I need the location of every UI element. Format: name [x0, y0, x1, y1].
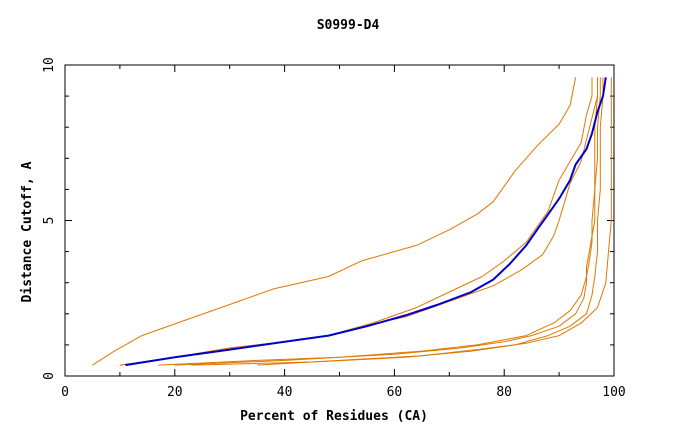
x-tick-label: 0	[61, 385, 69, 400]
x-tick-label: 40	[277, 385, 293, 400]
series-line-model-g	[257, 77, 612, 366]
x-axis-label: Percent of Residues (CA)	[240, 409, 428, 424]
x-tick-label: 20	[167, 385, 183, 400]
plot-frame	[64, 64, 615, 377]
x-tick-label: 60	[387, 385, 403, 400]
series-line-model-c	[119, 77, 598, 366]
series-layer	[92, 77, 612, 367]
axis-ticks: 0 20 40 60 80 100 0 5 10	[42, 57, 626, 400]
series-line-model-a	[92, 77, 577, 366]
y-tick-label: 5	[42, 217, 57, 225]
series-line-model-b	[119, 77, 593, 366]
series-line-model-e	[174, 77, 601, 366]
x-tick-label: 80	[496, 385, 512, 400]
y-axis-label: Distance Cutoff, A	[20, 161, 35, 302]
y-tick-label: 10	[42, 57, 57, 73]
y-tick-label: 0	[42, 372, 57, 380]
series-line-model-highlight	[125, 77, 607, 367]
x-tick-label: 100	[602, 385, 625, 400]
series-line-model-d	[158, 77, 598, 366]
chart-title: S0999-D4	[317, 18, 380, 33]
